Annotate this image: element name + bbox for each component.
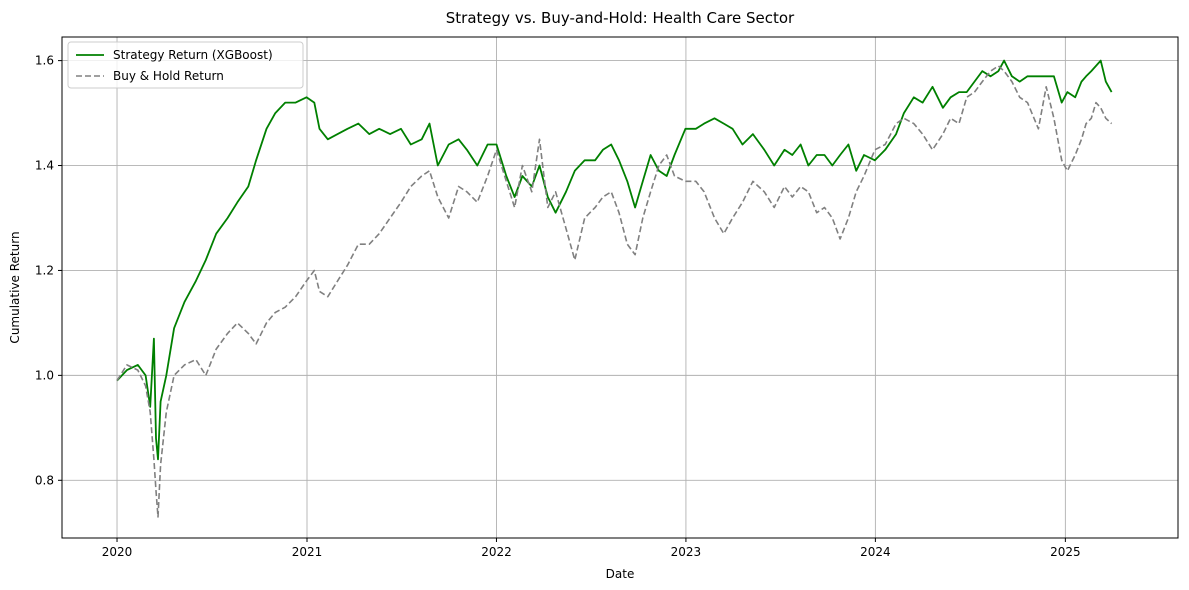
plot-frame: [61, 36, 1179, 539]
grid: [62, 37, 1178, 538]
x-axis-title: Date: [606, 567, 635, 581]
x-axis: 2020 2021 2022 2023 2024 2025: [102, 538, 1081, 559]
strategy-return-line: [116, 59, 1113, 461]
chart-title: Strategy vs. Buy-and-Hold: Health Care S…: [446, 9, 795, 27]
x-tick-label: 2024: [860, 545, 891, 559]
legend-box: [67, 41, 304, 89]
y-axis: 0.8 1.0 1.2 1.4 1.6: [35, 54, 62, 487]
y-axis-title: Cumulative Return: [8, 231, 22, 343]
x-tick-label: 2022: [481, 545, 512, 559]
legend-label: Buy & Hold Return: [113, 69, 224, 83]
series-layer: [116, 59, 1113, 518]
y-tick-label: 1.0: [35, 368, 54, 382]
x-tick-label: 2023: [671, 545, 702, 559]
y-tick-label: 1.4: [35, 159, 54, 173]
x-tick-label: 2020: [102, 545, 133, 559]
y-tick-label: 1.2: [35, 263, 54, 277]
x-tick-label: 2021: [292, 545, 323, 559]
y-tick-label: 0.8: [35, 473, 54, 487]
x-tick-label: 2025: [1050, 545, 1081, 559]
legend: Strategy Return (XGBoost) Buy & Hold Retu…: [67, 41, 304, 89]
legend-label: Strategy Return (XGBoost): [113, 48, 273, 62]
y-tick-label: 1.6: [35, 54, 54, 68]
buy-hold-return-line: [116, 65, 1113, 518]
